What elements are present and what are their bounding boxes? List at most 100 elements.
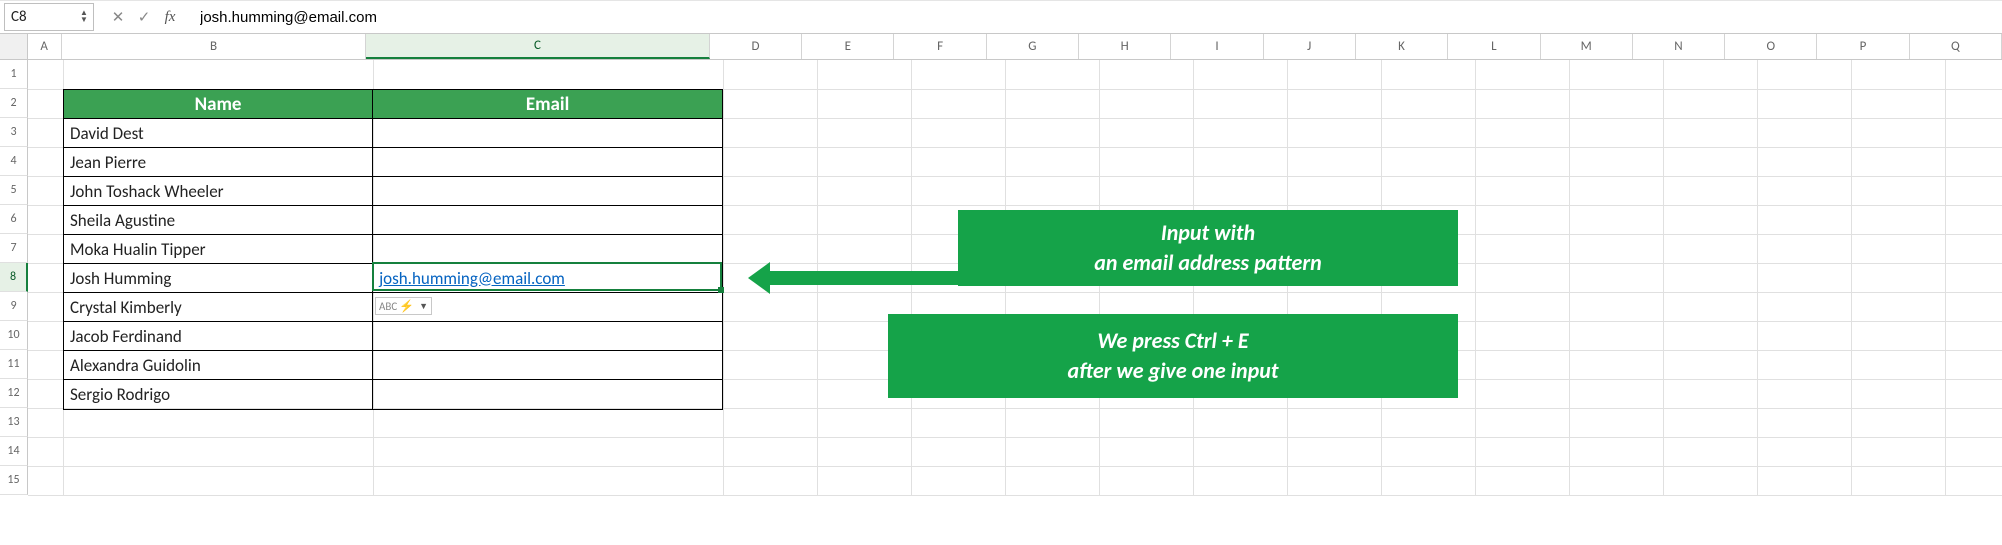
table-cell[interactable]: Sheila Agustine xyxy=(64,206,373,235)
col-header-G[interactable]: G xyxy=(987,34,1079,59)
col-header-N[interactable]: N xyxy=(1633,34,1725,59)
row-header-2[interactable]: 2 xyxy=(0,89,28,118)
smart-tag-label: ABC xyxy=(379,300,397,313)
col-header-L[interactable]: L xyxy=(1448,34,1540,59)
callout-input-pattern: Input withan email address pattern xyxy=(958,210,1458,286)
table-cell[interactable]: Jean Pierre xyxy=(64,148,373,177)
table-cell-name: Moka Hualin Tipper xyxy=(70,239,206,260)
table-row: Name Email xyxy=(64,90,722,119)
row-header-8[interactable]: 8 xyxy=(0,263,28,292)
callout-text: an email address pattern xyxy=(1094,248,1321,278)
name-box[interactable]: C8 ▲ ▼ xyxy=(4,3,94,31)
table-cell-name: Crystal Kimberly xyxy=(70,297,182,318)
grid[interactable]: 123456789101112131415 NameEmailDavid Des… xyxy=(0,60,2002,495)
col-header-D[interactable]: D xyxy=(710,34,802,59)
col-header-Q[interactable]: Q xyxy=(1910,34,2002,59)
table-cell[interactable]: Jacob Ferdinand xyxy=(64,322,373,351)
table-row: Jacob Ferdinand xyxy=(64,322,722,351)
table-cell[interactable] xyxy=(373,380,722,409)
callout-text: after we give one input xyxy=(1068,356,1279,386)
table-cell-name: John Toshack Wheeler xyxy=(70,181,224,202)
table-row: Moka Hualin Tipper xyxy=(64,235,722,264)
table-row: Alexandra Guidolin xyxy=(64,351,722,380)
table-cell[interactable] xyxy=(373,119,722,148)
table-header-cell[interactable]: Name xyxy=(64,90,373,119)
row-headers: 123456789101112131415 xyxy=(0,60,28,495)
table-cell[interactable] xyxy=(373,322,722,351)
table-header-email: Email xyxy=(526,93,569,116)
table-row: David Dest xyxy=(64,119,722,148)
row-header-6[interactable]: 6 xyxy=(0,205,28,234)
cells-area[interactable]: Name Email David Dest Jean Pierre John Tosha… xyxy=(28,60,2002,495)
flash-fill-smart-tag[interactable]: ABC⚡ ▼ xyxy=(375,297,432,315)
table-header-cell[interactable]: Email xyxy=(373,90,722,119)
row-header-12[interactable]: 12 xyxy=(0,379,28,408)
table-row: John Toshack Wheeler xyxy=(64,177,722,206)
col-header-K[interactable]: K xyxy=(1356,34,1448,59)
col-header-E[interactable]: E xyxy=(802,34,894,59)
name-box-value: C8 xyxy=(11,8,27,26)
select-all-corner[interactable] xyxy=(0,34,28,59)
dropdown-caret-icon[interactable]: ▼ xyxy=(419,301,428,312)
table-cell[interactable]: josh.humming@email.com xyxy=(373,264,722,293)
row-header-4[interactable]: 4 xyxy=(0,147,28,176)
callout-arrow-icon xyxy=(768,271,958,285)
col-header-I[interactable]: I xyxy=(1171,34,1263,59)
table-cell[interactable]: John Toshack Wheeler xyxy=(64,177,373,206)
callout-ctrl-e: We press Ctrl + Eafter we give one input xyxy=(888,314,1458,398)
table-row: Sergio Rodrigo xyxy=(64,380,722,409)
table-row: Josh Humming josh.humming@email.com xyxy=(64,264,722,293)
table-cell[interactable]: Alexandra Guidolin xyxy=(64,351,373,380)
col-header-O[interactable]: O xyxy=(1725,34,1817,59)
row-header-10[interactable]: 10 xyxy=(0,321,28,350)
column-headers: ABCDEFGHIJKLMNOPQ xyxy=(0,34,2002,60)
row-header-13[interactable]: 13 xyxy=(0,408,28,437)
col-header-B[interactable]: B xyxy=(62,34,366,59)
row-header-5[interactable]: 5 xyxy=(0,176,28,205)
table-cell[interactable] xyxy=(373,177,722,206)
table-cell[interactable]: Sergio Rodrigo xyxy=(64,380,373,409)
cancel-icon[interactable]: ✕ xyxy=(110,8,126,27)
table-cell[interactable] xyxy=(373,235,722,264)
fx-icon[interactable]: fx xyxy=(162,9,178,26)
col-header-J[interactable]: J xyxy=(1264,34,1356,59)
formula-input[interactable] xyxy=(194,3,2002,31)
name-box-stepper[interactable]: ▲ ▼ xyxy=(77,6,91,28)
table-cell[interactable]: Josh Humming xyxy=(64,264,373,293)
table-cell-name: Alexandra Guidolin xyxy=(70,355,201,376)
col-header-H[interactable]: H xyxy=(1079,34,1171,59)
accept-icon[interactable]: ✓ xyxy=(136,8,152,27)
table-cell[interactable]: Moka Hualin Tipper xyxy=(64,235,373,264)
callout-text: Input with xyxy=(1161,218,1255,248)
row-header-1[interactable]: 1 xyxy=(0,60,28,89)
col-header-P[interactable]: P xyxy=(1817,34,1909,59)
col-header-A[interactable]: A xyxy=(28,34,62,59)
table-cell[interactable] xyxy=(373,351,722,380)
table-cell[interactable] xyxy=(373,148,722,177)
table-cell-name: Sergio Rodrigo xyxy=(70,384,170,405)
stepper-down-icon[interactable]: ▼ xyxy=(77,17,91,24)
col-header-C[interactable]: C xyxy=(366,34,710,59)
col-header-M[interactable]: M xyxy=(1541,34,1633,59)
lightning-icon: ⚡ xyxy=(399,299,414,314)
table-cell-name: David Dest xyxy=(70,123,144,144)
row-header-3[interactable]: 3 xyxy=(0,118,28,147)
row-header-15[interactable]: 15 xyxy=(0,466,28,495)
table-header-name: Name xyxy=(195,93,242,116)
table-row: Sheila Agustine xyxy=(64,206,722,235)
table-cell-name: Sheila Agustine xyxy=(70,210,175,231)
row-header-7[interactable]: 7 xyxy=(0,234,28,263)
callout-text: We press Ctrl + E xyxy=(1097,326,1248,356)
row-header-11[interactable]: 11 xyxy=(0,350,28,379)
table-cell-email[interactable]: josh.humming@email.com xyxy=(379,268,565,289)
col-header-F[interactable]: F xyxy=(894,34,986,59)
table-cell[interactable] xyxy=(373,206,722,235)
table-cell[interactable]: Crystal Kimberly xyxy=(64,293,373,322)
table-cell[interactable]: David Dest xyxy=(64,119,373,148)
table-cell-name: Jacob Ferdinand xyxy=(70,326,182,347)
row-header-9[interactable]: 9 xyxy=(0,292,28,321)
row-header-14[interactable]: 14 xyxy=(0,437,28,466)
table-row: Jean Pierre xyxy=(64,148,722,177)
formula-bar: C8 ▲ ▼ ✕ ✓ fx xyxy=(0,0,2002,34)
table-cell-name: Jean Pierre xyxy=(70,152,146,173)
